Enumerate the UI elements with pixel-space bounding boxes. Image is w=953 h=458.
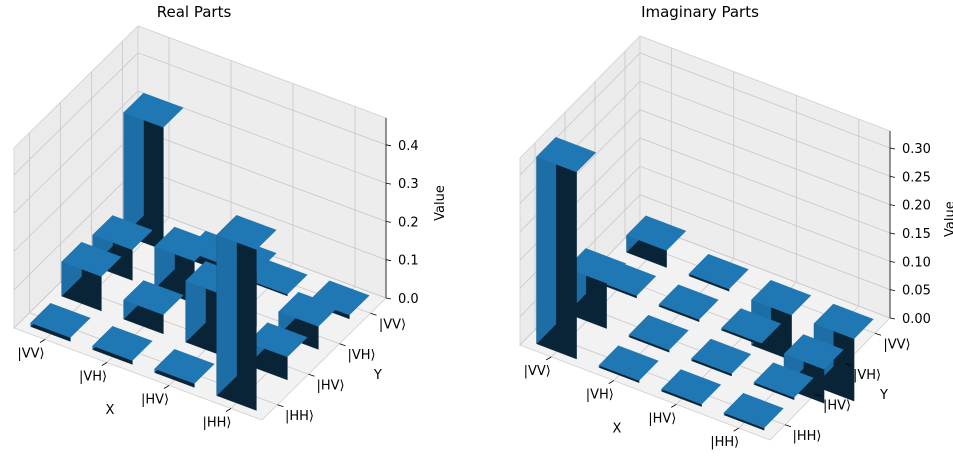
bar-1-1 bbox=[691, 338, 752, 377]
y-tick bbox=[784, 424, 792, 428]
grid-line bbox=[519, 52, 891, 176]
grid-line bbox=[13, 90, 387, 214]
z-tick-label: 0.4 bbox=[398, 139, 419, 154]
z-tick-label: 0.0 bbox=[398, 292, 419, 307]
x-tick-label: |HH⟩ bbox=[710, 435, 739, 450]
bar-2-0 bbox=[598, 345, 659, 383]
bar-0-1 bbox=[753, 362, 814, 400]
y-tick bbox=[277, 404, 284, 408]
x-tick bbox=[546, 356, 552, 361]
y-tick-label: |VH⟩ bbox=[853, 368, 881, 383]
bar-0-0 bbox=[216, 214, 277, 411]
y-axis-label: Y bbox=[373, 368, 382, 383]
z-tick-label: 0.25 bbox=[902, 170, 931, 185]
bar-2-1 bbox=[628, 314, 689, 353]
z-tick-label: 0.2 bbox=[398, 215, 419, 230]
bar-3-0 bbox=[536, 136, 597, 360]
x-tick bbox=[608, 380, 614, 384]
real-parts-chart: Real Parts |HH⟩|HV⟩|VH⟩|VV⟩X |HH⟩|HV⟩|VH⟩… bbox=[13, 3, 448, 431]
x-tick bbox=[163, 385, 170, 389]
bar-3-0 bbox=[30, 302, 91, 342]
z-tick-label: 0.05 bbox=[902, 284, 931, 299]
z-tick-label: 0.1 bbox=[398, 254, 419, 269]
bar-1-2 bbox=[721, 308, 782, 346]
bar-0-0 bbox=[723, 392, 784, 431]
bar-2-3 bbox=[688, 253, 749, 292]
z-tick bbox=[385, 259, 392, 262]
x-tick bbox=[733, 427, 739, 432]
z-tick bbox=[889, 204, 896, 207]
chart-title: Imaginary Parts bbox=[641, 3, 759, 21]
z-tick bbox=[889, 232, 896, 235]
y-tick bbox=[874, 332, 882, 336]
grid-line bbox=[13, 52, 387, 176]
x-tick-label: |VH⟩ bbox=[586, 388, 614, 403]
x-axis-label: X bbox=[613, 422, 622, 437]
y-tick bbox=[339, 343, 346, 347]
bar-2-1 bbox=[123, 280, 184, 335]
y-tick-label: |HH⟩ bbox=[285, 409, 314, 424]
y-axis-label: Y bbox=[879, 388, 888, 403]
y-tick bbox=[370, 312, 377, 316]
y-tick-label: |VV⟩ bbox=[379, 317, 406, 332]
y-tick bbox=[844, 363, 852, 367]
bar-3-3 bbox=[123, 92, 184, 251]
bar-0-2 bbox=[783, 334, 844, 404]
z-tick-label: 0.20 bbox=[902, 199, 931, 214]
x-tick-label: |VV⟩ bbox=[524, 364, 551, 379]
z-tick-label: 0.30 bbox=[902, 142, 931, 157]
z-tick bbox=[889, 147, 896, 150]
z-tick-label: 0.10 bbox=[902, 255, 931, 270]
y-tick bbox=[814, 393, 822, 397]
z-tick bbox=[385, 297, 392, 300]
bar-2-2 bbox=[658, 284, 719, 322]
x-tick bbox=[671, 404, 677, 408]
z-tick-label: 0.3 bbox=[398, 177, 419, 192]
y-tick-label: |VV⟩ bbox=[883, 337, 910, 352]
bar-1-0 bbox=[661, 369, 722, 407]
z-tick bbox=[385, 144, 392, 147]
z-tick bbox=[385, 182, 392, 185]
z-axis-label: Value bbox=[433, 185, 448, 221]
z-tick-label: 0.15 bbox=[902, 227, 931, 242]
imaginary-parts-chart: Imaginary Parts |HH⟩|HV⟩|VH⟩|VV⟩X |HH⟩|HV… bbox=[519, 3, 953, 450]
x-tick bbox=[225, 408, 232, 412]
x-axis-label: X bbox=[106, 403, 115, 418]
bar-2-0 bbox=[92, 325, 153, 365]
x-tick-label: |VV⟩ bbox=[17, 347, 44, 362]
z-tick bbox=[889, 289, 896, 292]
x-tick bbox=[101, 362, 108, 366]
z-axis-label: Value bbox=[943, 201, 953, 237]
z-tick-label: 0.00 bbox=[902, 312, 931, 327]
bar-1-0 bbox=[154, 348, 215, 388]
x-tick bbox=[39, 339, 46, 343]
bar-1-1 bbox=[185, 260, 246, 358]
y-tick bbox=[308, 373, 315, 377]
chart-title: Real Parts bbox=[157, 3, 232, 21]
y-tick-label: |HV⟩ bbox=[823, 398, 851, 413]
y-tick-label: |HH⟩ bbox=[792, 429, 821, 444]
z-tick bbox=[889, 317, 896, 320]
bar-3-3 bbox=[626, 215, 687, 268]
z-tick bbox=[889, 260, 896, 263]
y-tick-label: |VH⟩ bbox=[347, 348, 375, 363]
y-tick-label: |HV⟩ bbox=[316, 378, 344, 393]
bar-3-1 bbox=[61, 241, 122, 312]
z-tick bbox=[385, 221, 392, 223]
bar-0-2 bbox=[278, 291, 339, 350]
x-tick-label: |HV⟩ bbox=[141, 393, 169, 408]
x-tick-label: |HH⟩ bbox=[202, 416, 231, 431]
x-tick-label: |VH⟩ bbox=[79, 370, 107, 385]
z-tick bbox=[889, 175, 896, 178]
x-tick-label: |HV⟩ bbox=[648, 411, 676, 426]
